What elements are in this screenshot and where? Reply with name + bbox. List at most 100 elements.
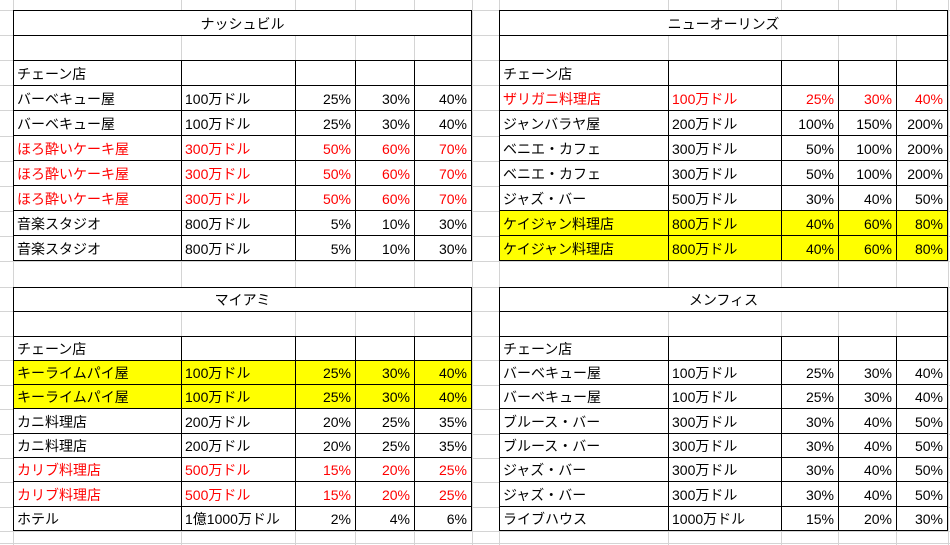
percent-cell-2[interactable]: 150% (839, 111, 897, 135)
price-cell[interactable]: 1000万ドル (669, 506, 782, 530)
percent-cell-2[interactable]: 4% (356, 506, 415, 530)
percent-cell-2[interactable]: 30% (356, 385, 415, 409)
empty-cell[interactable] (669, 61, 782, 85)
empty-cell[interactable] (296, 61, 356, 85)
price-cell[interactable]: 500万ドル (182, 482, 296, 506)
store-name-cell[interactable]: ベニエ・カフェ (500, 136, 669, 160)
empty-cell[interactable] (296, 312, 356, 336)
empty-cell[interactable] (14, 36, 182, 60)
percent-cell-1[interactable]: 40% (782, 236, 839, 260)
store-name-cell[interactable]: ライブハウス (500, 506, 669, 530)
percent-cell-1[interactable]: 50% (782, 136, 839, 160)
store-name-cell[interactable]: ほろ酔いケーキ屋 (14, 186, 182, 210)
percent-cell-2[interactable]: 60% (356, 186, 415, 210)
percent-cell-3[interactable]: 200% (907, 165, 943, 182)
empty-cell[interactable] (500, 36, 669, 60)
section-label-cell[interactable]: チェーン店 (14, 61, 182, 85)
price-cell[interactable]: 500万ドル (182, 458, 296, 482)
percent-cell-3[interactable]: 30% (438, 240, 467, 257)
percent-cell-3[interactable]: 35% (438, 437, 467, 454)
price-cell[interactable]: 300万ドル (669, 482, 782, 506)
empty-cell[interactable] (356, 312, 415, 336)
price-cell[interactable]: 100万ドル (182, 86, 296, 110)
section-label-cell[interactable]: チェーン店 (500, 61, 669, 85)
city-title-cell[interactable]: メンフィス (688, 292, 759, 309)
empty-cell[interactable] (839, 312, 897, 336)
store-name-cell[interactable]: バーベキュー屋 (500, 385, 669, 409)
empty-cell[interactable] (356, 336, 415, 360)
store-name-cell[interactable]: ジャンバラヤ屋 (500, 111, 669, 135)
store-name-cell[interactable]: キーライムパイ屋 (14, 385, 182, 409)
store-name-cell[interactable]: ケイジャン料理店 (500, 236, 669, 260)
store-name-cell[interactable]: ジャズ・バー (500, 458, 669, 482)
empty-cell[interactable] (782, 61, 839, 85)
price-cell[interactable]: 100万ドル (182, 360, 296, 385)
empty-cell[interactable] (356, 36, 415, 60)
percent-cell-3[interactable]: 50% (914, 413, 943, 430)
percent-cell-1[interactable]: 25% (296, 86, 356, 110)
empty-cell[interactable] (782, 336, 839, 360)
percent-cell-2[interactable]: 30% (356, 86, 415, 110)
percent-cell-1[interactable]: 30% (782, 409, 839, 433)
percent-cell-2[interactable]: 30% (839, 86, 897, 110)
percent-cell-3[interactable]: 70% (438, 165, 467, 182)
store-name-cell[interactable]: ほろ酔いケーキ屋 (14, 136, 182, 160)
percent-cell-1[interactable]: 20% (296, 433, 356, 458)
price-cell[interactable]: 800万ドル (669, 211, 782, 235)
price-cell[interactable]: 300万ドル (669, 409, 782, 433)
city-title-cell[interactable]: ニューオーリンズ (667, 15, 780, 32)
percent-cell-2[interactable]: 10% (356, 211, 415, 235)
empty-cell[interactable] (415, 312, 471, 335)
percent-cell-1[interactable]: 15% (296, 458, 356, 482)
empty-cell[interactable] (356, 61, 415, 85)
price-cell[interactable]: 800万ドル (669, 236, 782, 260)
percent-cell-1[interactable]: 25% (296, 385, 356, 409)
percent-cell-3[interactable]: 30% (438, 215, 467, 232)
percent-cell-1[interactable]: 25% (296, 111, 356, 135)
percent-cell-3[interactable]: 40% (438, 389, 467, 406)
store-name-cell[interactable]: 音楽スタジオ (14, 211, 182, 235)
store-name-cell[interactable]: ジャズ・バー (500, 482, 669, 506)
percent-cell-2[interactable]: 40% (839, 482, 897, 506)
empty-cell[interactable] (669, 36, 782, 60)
percent-cell-3[interactable]: 25% (438, 486, 467, 503)
percent-cell-3[interactable]: 40% (438, 90, 467, 107)
percent-cell-3[interactable]: 50% (914, 462, 943, 479)
store-name-cell[interactable]: バーベキュー屋 (14, 111, 182, 135)
percent-cell-3[interactable]: 80% (914, 240, 943, 257)
percent-cell-2[interactable]: 60% (839, 211, 897, 235)
percent-cell-3[interactable]: 70% (438, 140, 467, 157)
percent-cell-1[interactable]: 5% (296, 236, 356, 260)
price-cell[interactable]: 300万ドル (182, 186, 296, 210)
percent-cell-2[interactable]: 30% (839, 385, 897, 409)
empty-cell[interactable] (897, 312, 947, 335)
price-cell[interactable]: 300万ドル (669, 136, 782, 160)
store-name-cell[interactable]: ブルース・バー (500, 409, 669, 433)
percent-cell-1[interactable]: 25% (782, 86, 839, 110)
percent-cell-2[interactable]: 40% (839, 409, 897, 433)
price-cell[interactable]: 500万ドル (669, 186, 782, 210)
price-cell[interactable]: 800万ドル (182, 236, 296, 260)
percent-cell-3[interactable]: 30% (914, 510, 943, 527)
percent-cell-2[interactable]: 60% (839, 236, 897, 260)
section-label-cell[interactable]: チェーン店 (14, 336, 182, 360)
percent-cell-2[interactable]: 30% (839, 360, 897, 385)
price-cell[interactable]: 100万ドル (669, 86, 782, 110)
store-name-cell[interactable]: カリブ料理店 (14, 482, 182, 506)
percent-cell-3[interactable]: 80% (914, 215, 943, 232)
store-name-cell[interactable]: ブルース・バー (500, 433, 669, 458)
percent-cell-1[interactable]: 25% (296, 360, 356, 385)
percent-cell-2[interactable]: 20% (356, 458, 415, 482)
store-name-cell[interactable]: カリブ料理店 (14, 458, 182, 482)
price-cell[interactable]: 100万ドル (182, 111, 296, 135)
empty-cell[interactable] (296, 36, 356, 60)
empty-cell[interactable] (415, 337, 471, 360)
store-name-cell[interactable]: 音楽スタジオ (14, 236, 182, 260)
empty-cell[interactable] (182, 336, 296, 360)
percent-cell-3[interactable]: 40% (914, 90, 943, 107)
percent-cell-2[interactable]: 30% (356, 360, 415, 385)
percent-cell-1[interactable]: 25% (782, 385, 839, 409)
percent-cell-2[interactable]: 40% (839, 186, 897, 210)
store-name-cell[interactable]: バーベキュー屋 (14, 86, 182, 110)
price-cell[interactable]: 300万ドル (669, 458, 782, 482)
